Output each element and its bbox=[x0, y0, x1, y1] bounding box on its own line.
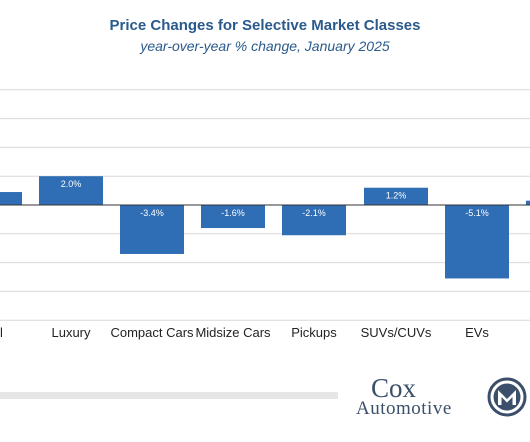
tick-label: EVs bbox=[465, 325, 489, 340]
bar bbox=[39, 176, 103, 205]
bar bbox=[282, 205, 346, 236]
data-label: -3.4% bbox=[140, 208, 164, 218]
bar bbox=[120, 205, 184, 254]
tick-label: Pickups bbox=[291, 325, 337, 340]
bar-partial-right bbox=[526, 200, 530, 205]
bar-chart: l 2.0% Luxury -3.4% Compact Cars -1.6% Midsize… bbox=[0, 89, 530, 340]
data-label: 1.2% bbox=[386, 191, 407, 201]
footer-divider bbox=[0, 392, 338, 399]
tick-label: Compact Cars bbox=[110, 325, 194, 340]
tick-label: SUVs/CUVs bbox=[361, 325, 432, 340]
chart-title: Price Changes for Selective Market Class… bbox=[109, 17, 421, 34]
data-label: -1.6% bbox=[221, 208, 245, 218]
bar bbox=[445, 205, 509, 279]
bar bbox=[364, 187, 428, 205]
bar bbox=[201, 205, 265, 229]
tick-label: l bbox=[0, 325, 3, 340]
cox-automotive-logo-text: Cox Automotive bbox=[356, 373, 452, 419]
data-label: 2.0% bbox=[61, 179, 82, 189]
data-label: -2.1% bbox=[302, 208, 326, 218]
bar-partial-left bbox=[0, 192, 22, 205]
data-label: -5.1% bbox=[465, 208, 489, 218]
tick-label: Midsize Cars bbox=[195, 325, 271, 340]
brand-line-2: Automotive bbox=[356, 398, 452, 419]
brand-line-1: Cox bbox=[371, 373, 417, 403]
manheim-m-icon bbox=[487, 377, 527, 417]
chart-subtitle: year-over-year % change, January 2025 bbox=[140, 38, 390, 54]
tick-label: Luxury bbox=[51, 325, 91, 340]
